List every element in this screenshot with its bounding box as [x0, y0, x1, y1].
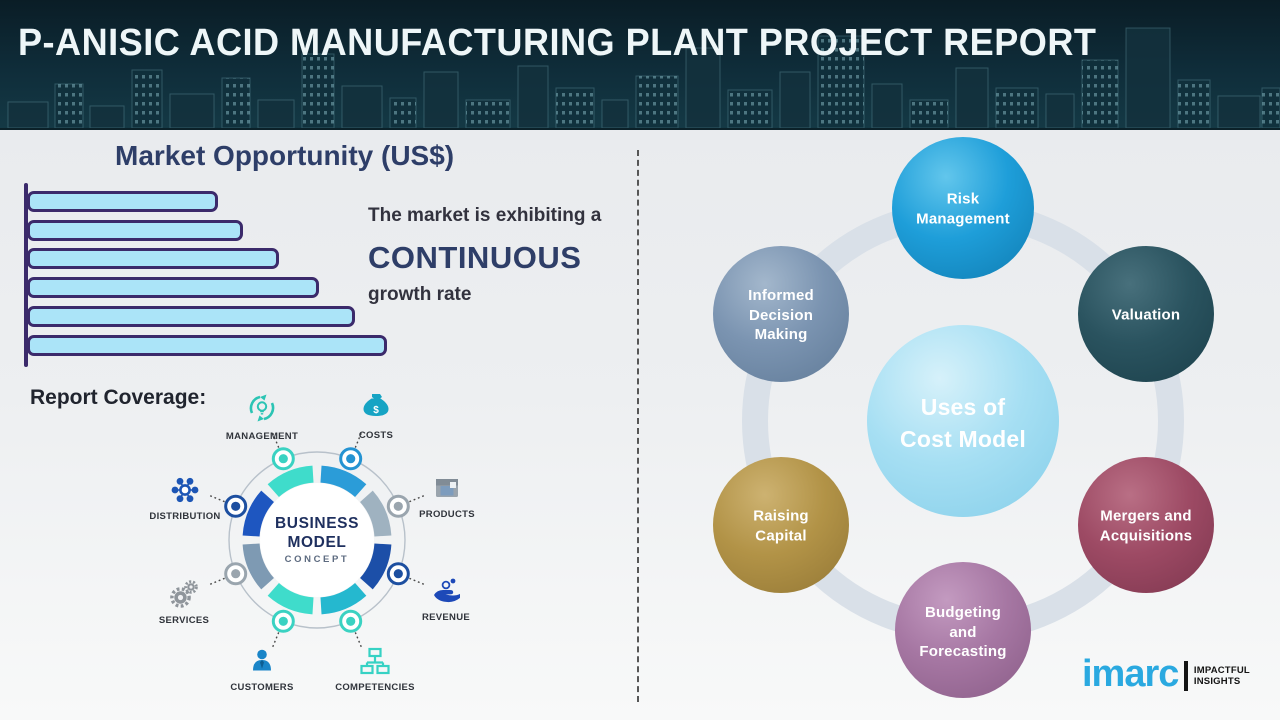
report-coverage-label: Report Coverage: — [30, 386, 207, 409]
bm-label-revenue: REVENUE — [421, 612, 471, 623]
logo-tagline: IMPACTFUL INSIGHTS — [1194, 665, 1250, 688]
bm-label-customers: CUSTOMERS — [230, 682, 294, 693]
svg-text:$: $ — [373, 405, 379, 416]
market-bar — [27, 334, 387, 356]
bm-arc-segments — [242, 465, 392, 615]
header-banner: P-ANISIC ACID MANUFACTURING PLANT PROJEC… — [0, 0, 1280, 130]
market-statement-line3: growth rate — [368, 284, 472, 305]
imarc-wordmark: imarc — [1082, 653, 1179, 695]
bm-node-circles — [224, 447, 410, 633]
cm-label-budgeting-forecasting: Budgeting and Forecasting — [919, 603, 1007, 660]
bm-label-costs: COSTS — [358, 430, 394, 441]
network-hub-icon — [171, 477, 199, 503]
cm-label-risk-management: Risk Management — [916, 190, 1010, 228]
gears-icon — [170, 580, 198, 608]
bm-label-management: MANAGEMENT — [225, 431, 299, 442]
logo-divider-bar — [1184, 661, 1188, 691]
bm-center-disc — [260, 483, 374, 597]
package-box-icon — [436, 479, 458, 497]
market-statement-line2: CONTINUOUS — [368, 240, 582, 275]
bm-label-competencies: COMPETENCIES — [335, 682, 415, 693]
cm-circle-valuation — [1078, 246, 1214, 382]
market-bar — [27, 305, 355, 327]
org-chart-icon — [360, 647, 390, 675]
market-bar — [27, 277, 319, 299]
market-bar-chart — [24, 183, 404, 367]
cm-label-informed-decision-making: Informed Decision Making — [748, 286, 814, 343]
logo-tagline-line2: INSIGHTS — [1193, 676, 1241, 687]
market-bar — [27, 191, 218, 212]
cm-circle-raising-capital — [713, 457, 849, 593]
market-opportunity-title: Market Opportunity (US$) — [115, 140, 455, 171]
bm-outer-ring — [228, 451, 406, 629]
cm-label-uses-of-cost-model: Uses of Cost Model — [900, 393, 1026, 452]
section-divider — [637, 150, 639, 702]
cm-circle-mergers-acquisitions — [1078, 457, 1214, 593]
business-model-diagram: $ — [170, 394, 460, 675]
hand-coins-icon — [434, 578, 460, 603]
market-bar — [27, 248, 279, 270]
cm-circle-budgeting-forecasting — [895, 562, 1031, 698]
cm-label-valuation: Valuation — [1111, 306, 1181, 324]
cost-model-diagram — [713, 137, 1214, 698]
person-icon — [253, 649, 271, 671]
management-cycle-icon — [249, 394, 275, 422]
market-statement-line1: The market is exhibiting a — [368, 205, 602, 226]
cm-circle-informed-decision-making — [713, 246, 849, 382]
imarc-logo: imarc IMPACTFUL INSIGHTS — [1082, 655, 1250, 693]
city-skyline-icon — [7, 27, 1280, 128]
logo-tagline-line1: IMPACTFUL — [1193, 664, 1250, 676]
page-title: P-ANISIC ACID MANUFACTURING PLANT PROJEC… — [18, 22, 1097, 64]
cm-center-circle — [867, 325, 1059, 517]
cm-label-raising-capital: Raising Capital — [753, 507, 809, 545]
chart-axis-line — [24, 183, 28, 367]
bm-label-distribution: DISTRIBUTION — [149, 511, 221, 522]
bm-label-services: SERVICES — [158, 615, 210, 626]
market-bar — [27, 219, 243, 241]
cm-label-mergers-acquisitions: Mergers and Acquisitions — [1099, 507, 1193, 545]
cm-circle-risk-management — [892, 137, 1034, 279]
bm-label-products: PRODUCTS — [419, 509, 475, 520]
money-bag-icon: $ — [363, 394, 389, 416]
